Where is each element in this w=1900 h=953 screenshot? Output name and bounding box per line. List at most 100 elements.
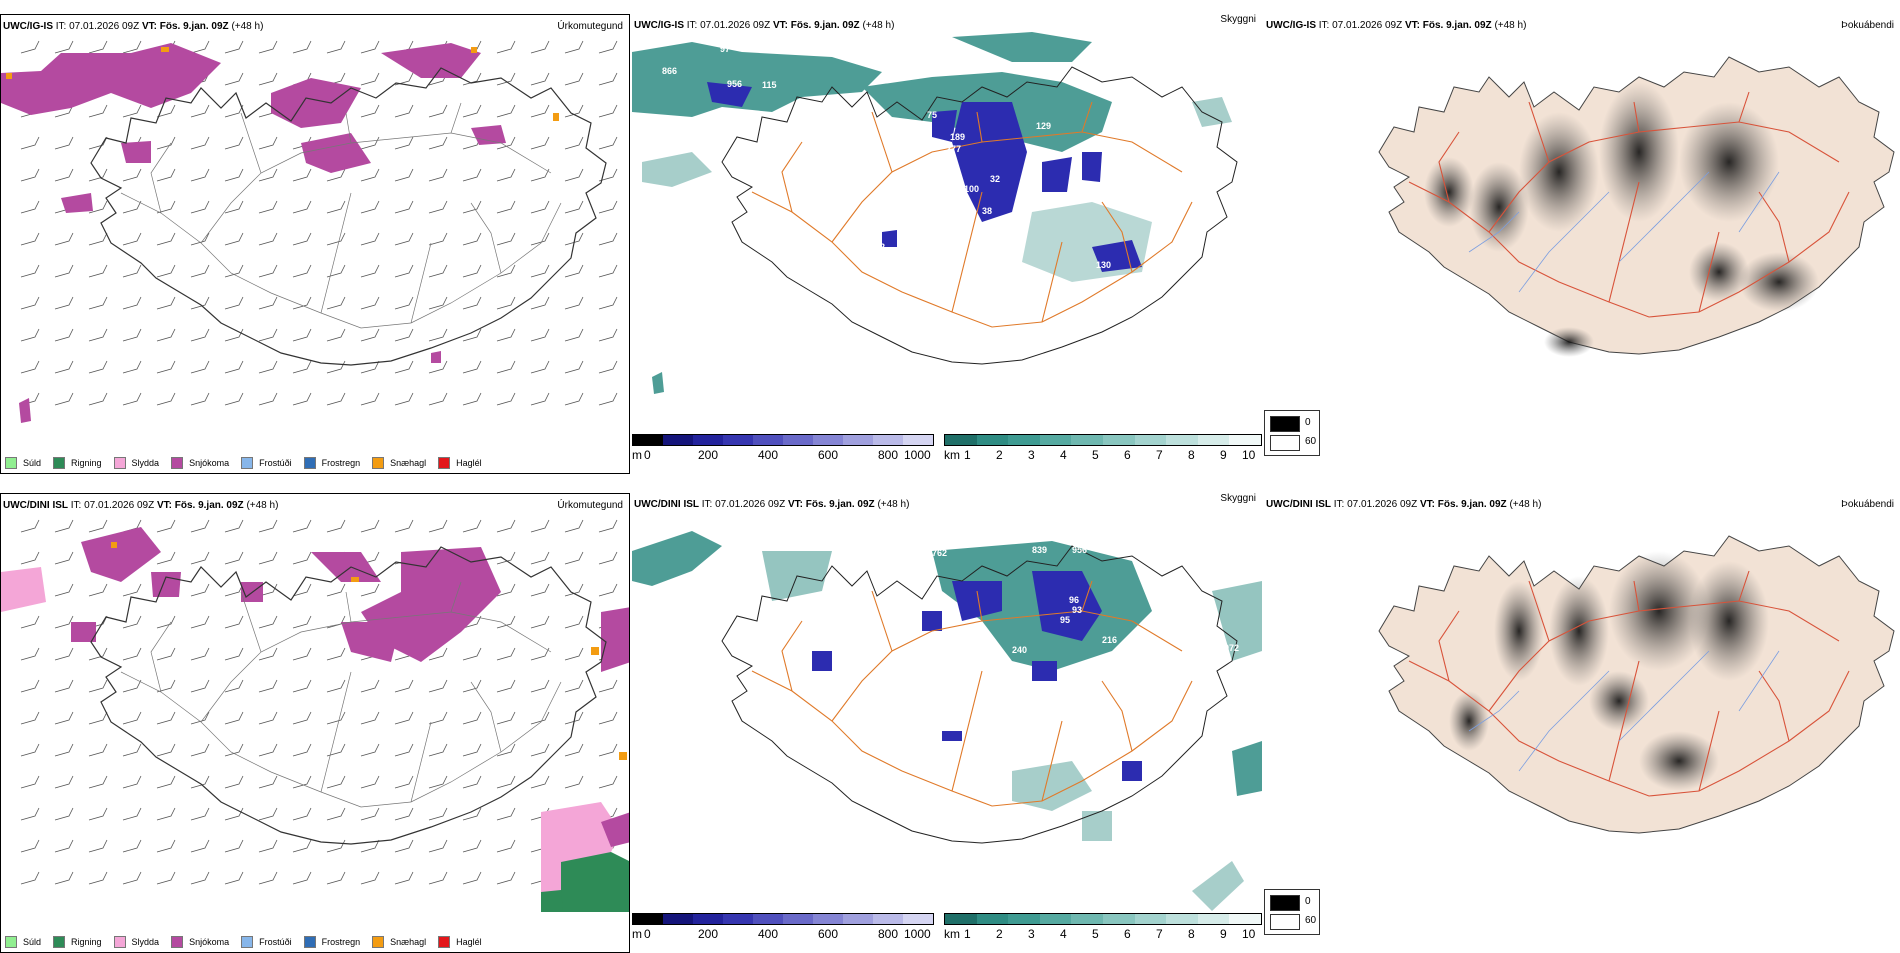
wind-barb (190, 743, 210, 757)
wind-barb (88, 839, 108, 853)
wind-barb (156, 711, 176, 725)
fog-legend: 0 60 (1264, 410, 1320, 456)
wind-barb (54, 136, 74, 150)
wind-barb (598, 360, 618, 374)
wind-barb (54, 40, 74, 54)
cloud-map: 866 956 115 97 75 189 277 32 38 100 129 48 94 215 23 42… (632, 32, 1238, 394)
wind-barb (462, 168, 482, 182)
wind-barb (598, 519, 618, 533)
wind-barb (292, 711, 312, 725)
wind-barb (530, 200, 550, 214)
wind-barb (496, 583, 516, 597)
panel-header: UWC/IG-IS IT: 07.01.2026 09Z VT: Fös. 9.… (3, 21, 623, 32)
wind-barb (292, 232, 312, 246)
wind-barb (326, 871, 346, 885)
wind-barb (122, 168, 142, 182)
ceiling-value-label: 97 (720, 44, 730, 54)
wind-barb (224, 328, 244, 342)
wind-barb (292, 839, 312, 853)
wind-barb (88, 200, 108, 214)
wind-barb (326, 647, 346, 661)
wind-barb (156, 232, 176, 246)
wind-barb (462, 711, 482, 725)
wind-barb (224, 200, 244, 214)
wind-barb (360, 871, 380, 885)
wind-barb (156, 328, 176, 342)
ceiling-value-label: 94 (1172, 106, 1182, 116)
wind-barb (190, 711, 210, 725)
wind-barb (156, 519, 176, 533)
roads (1408, 91, 1850, 318)
precip-map (1, 40, 618, 423)
wind-barb (190, 200, 210, 214)
wind-barb (122, 40, 142, 54)
wind-barb (360, 519, 380, 533)
wind-barb (496, 296, 516, 310)
wind-barb (360, 711, 380, 725)
wind-barb (54, 583, 74, 597)
iceland-outline (90, 67, 607, 366)
ceiling-value-label: 839 (1032, 545, 1047, 555)
wind-barb (54, 168, 74, 182)
wind-barb (54, 839, 74, 853)
wind-barb (190, 615, 210, 629)
wind-barb (224, 551, 244, 565)
wind-barb (54, 519, 74, 533)
wind-barb (496, 40, 516, 54)
wind-barb (122, 104, 142, 118)
wind-barb (54, 296, 74, 310)
wind-barb (156, 168, 176, 182)
wind-barb (564, 72, 584, 86)
wind-barb (88, 871, 108, 885)
wind-barb (88, 519, 108, 533)
legend-item: Frostregn (303, 457, 360, 469)
wind-barb (292, 328, 312, 342)
ceiling-value-label: 75 (927, 110, 937, 120)
wind-barb (258, 392, 278, 406)
wind-barb (428, 679, 448, 693)
wind-barb (462, 328, 482, 342)
wind-barb (258, 264, 278, 278)
ceiling-colorbar: m 0 200 400 600 800 1000 (632, 434, 942, 474)
panel-header: UWC/IG-IS IT: 07.01.2026 09Z VT: Fös. 9.… (634, 14, 1256, 31)
colorbar-strip (632, 434, 934, 446)
wind-barb (190, 168, 210, 182)
wind-barb (564, 264, 584, 278)
wind-barb (496, 168, 516, 182)
wind-barb (190, 232, 210, 246)
wind-barb (360, 104, 380, 118)
wind-barb (88, 647, 108, 661)
wind-barb (564, 168, 584, 182)
rain-areas (541, 852, 629, 912)
ceiling-value-label: 115 (1042, 683, 1057, 693)
wind-barb (530, 615, 550, 629)
wind-barb (394, 232, 414, 246)
wind-barb (394, 136, 414, 150)
wind-barb (88, 711, 108, 725)
wind-barb (156, 647, 176, 661)
wind-barb (462, 775, 482, 789)
wind-barb (258, 583, 278, 597)
colorbar-strip (632, 913, 934, 925)
legend-item: Súld (5, 936, 41, 948)
wind-barb (224, 104, 244, 118)
ceiling-value-label: 956 (1072, 545, 1087, 555)
wind-barb (258, 136, 278, 150)
wind-barb (496, 72, 516, 86)
legend-item: Súld (5, 457, 41, 469)
wind-barb (292, 551, 312, 565)
wind-barb (394, 679, 414, 693)
wind-barb (20, 136, 40, 150)
wind-barb (224, 807, 244, 821)
wind-barb (530, 168, 550, 182)
wind-barb (496, 136, 516, 150)
snow-areas (71, 527, 629, 847)
wind-barb (530, 551, 550, 565)
wind-barb (360, 136, 380, 150)
wind-barb (88, 296, 108, 310)
wind-barb (190, 583, 210, 597)
panel-header: UWC/DINI ISL IT: 07.01.2026 09Z VT: Fös.… (1266, 499, 1894, 510)
wind-barb (292, 392, 312, 406)
wind-barb (258, 328, 278, 342)
wind-barb (292, 615, 312, 629)
